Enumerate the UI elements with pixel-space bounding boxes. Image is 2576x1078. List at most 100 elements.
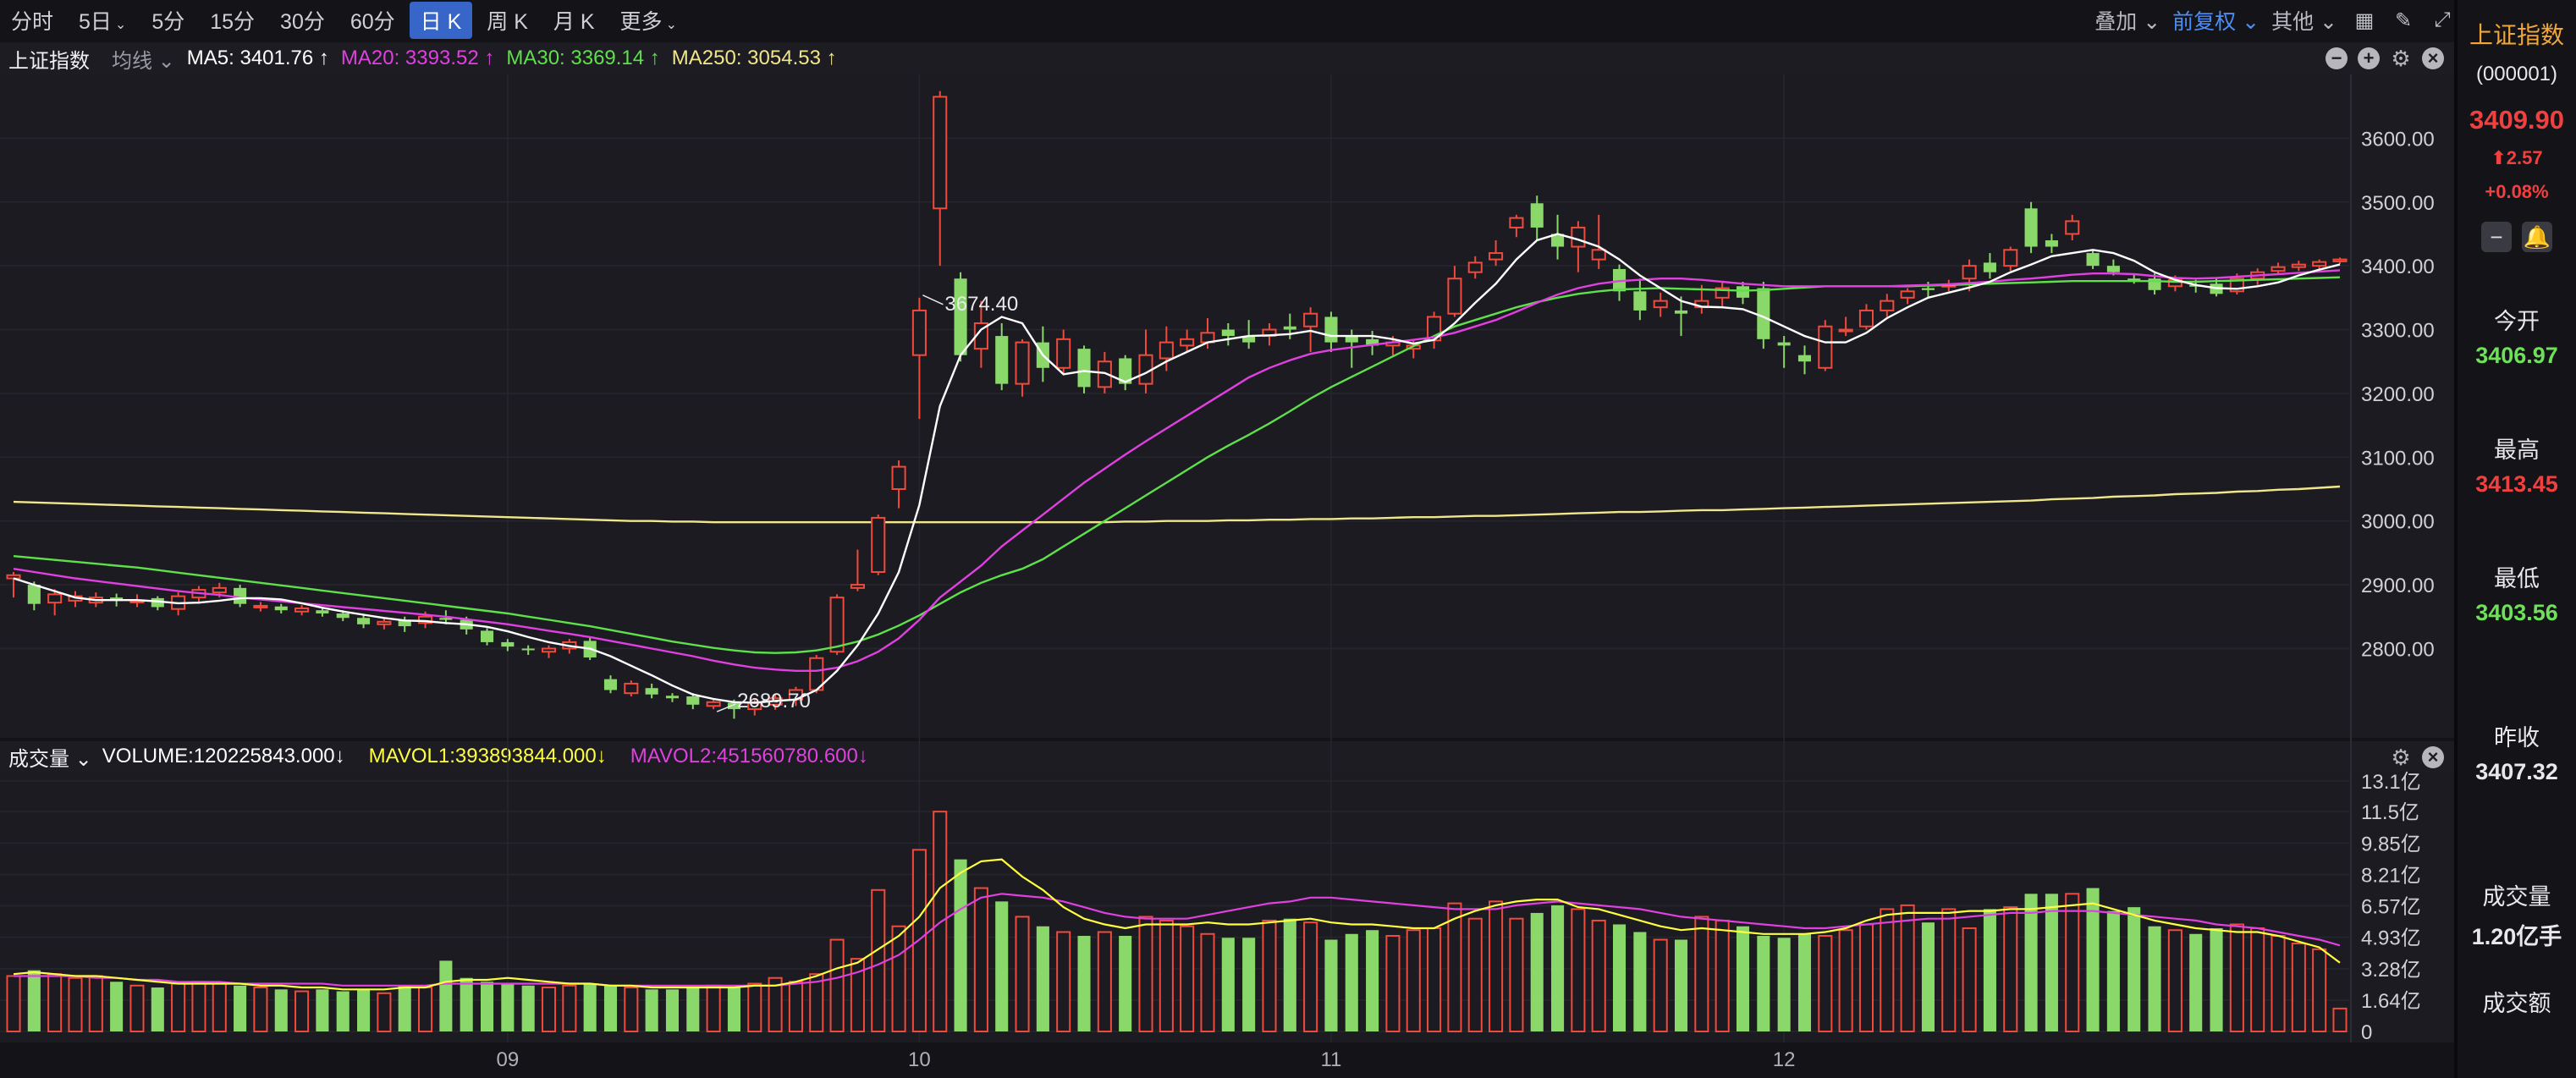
volume-bar: [1983, 909, 1996, 1031]
volume-bar: [1242, 938, 1256, 1031]
volume-bar: [624, 987, 639, 1032]
candle-body: [541, 647, 557, 653]
candle-body: [1571, 226, 1586, 248]
mavol1-value: MAVOL1:393893844.000↓: [368, 745, 607, 767]
candle-body: [603, 679, 618, 690]
sidebar-last-price: 3409.90: [2469, 105, 2565, 135]
volume-bar: [850, 958, 865, 1033]
volume-bar: [1921, 922, 1935, 1031]
candle-body: [1880, 300, 1895, 311]
candle-body: [1777, 342, 1791, 346]
high-label: 最高: [2494, 437, 2540, 463]
ma250-value: MA250: 3054.53 ↑: [671, 47, 837, 69]
tab-daily-k[interactable]: 日 K: [409, 2, 473, 39]
volume-bar: [1715, 919, 1730, 1032]
tab-60min[interactable]: 60分: [350, 10, 395, 34]
candle-body: [911, 309, 927, 356]
ma250-series: [13, 485, 2341, 524]
volume-title-label: 成交量: [8, 747, 69, 771]
volume-bar: [1056, 931, 1071, 1032]
candle-body: [1159, 341, 1174, 360]
tab-monthly-k[interactable]: 月 K: [553, 10, 595, 34]
volume-bar: [2086, 888, 2100, 1031]
volume-bar: [1119, 936, 1132, 1031]
candle-body: [294, 607, 310, 613]
volume-total: 1.20亿手: [2471, 924, 2562, 949]
price-annotations: 3674.40 2689.70: [716, 293, 1018, 712]
candle-body: [357, 618, 371, 624]
kline-chart[interactable]: 2800.00 2900.00 3000.00 3100.00 3200.00 3300.…: [0, 0, 2454, 1078]
open-value: 3406.97: [2475, 343, 2558, 368]
tab-15min[interactable]: 15分: [210, 10, 256, 34]
candle-body: [1633, 291, 1647, 311]
volume-bar: [541, 987, 557, 1032]
fullscreen-icon[interactable]: ⤢: [2434, 8, 2451, 31]
ma250-line: [13, 485, 2341, 524]
candle-body: [2291, 263, 2306, 268]
gear-icon[interactable]: ⚙: [2391, 46, 2411, 71]
volume-bar: [1962, 927, 1977, 1033]
adjust-dropdown[interactable]: 前复权 ⌄: [2172, 5, 2260, 36]
candle-body: [2003, 249, 2018, 267]
volume-bar: [418, 987, 433, 1032]
volume-bar: [1097, 931, 1112, 1032]
close-icon[interactable]: ×: [2422, 746, 2444, 768]
candle-body: [336, 613, 350, 619]
volume-bar: [234, 985, 247, 1031]
tab-weekly-k[interactable]: 周 K: [487, 10, 528, 34]
mavol2-line: [14, 893, 2341, 987]
sidebar-change-pct: +0.08%: [2485, 181, 2549, 202]
volume-bar: [686, 987, 700, 1031]
panel-divider: [2454, 0, 2458, 1078]
volume-title[interactable]: 成交量 ⌄: [8, 742, 92, 772]
volume-bar: [1900, 904, 1915, 1033]
ma5-line: [13, 233, 2341, 704]
high-value: 3413.45: [2475, 471, 2558, 497]
draw-pen-icon[interactable]: ✎: [2394, 8, 2413, 32]
volume-bar: [1385, 935, 1401, 1033]
overlay-dropdown[interactable]: 叠加 ⌄: [2094, 5, 2160, 36]
volume-bar: [1674, 939, 1688, 1031]
volume-bar: [68, 976, 83, 1032]
price-tick-label: 3400.00: [2361, 256, 2435, 278]
tab-5day[interactable]: 5日 ⌄: [68, 2, 137, 39]
volume-bar: [1467, 917, 1483, 1032]
candle-body: [1345, 336, 1358, 343]
minus-icon[interactable]: −: [2326, 47, 2348, 69]
tab-more[interactable]: 更多 ⌄: [609, 2, 688, 39]
plus-icon[interactable]: +: [2358, 47, 2380, 69]
volume-bar: [562, 984, 577, 1033]
candle-body: [1757, 288, 1770, 339]
price-tick-label: 3100.00: [2361, 447, 2435, 470]
open-label: 今开: [2494, 309, 2540, 334]
date-tick-label: 11: [1320, 1048, 1341, 1071]
tab-5min[interactable]: 5分: [151, 10, 185, 34]
remove-watchlist-button[interactable]: −: [2481, 222, 2512, 252]
volume-bar: [727, 987, 741, 1031]
tab-30min[interactable]: 30分: [280, 10, 325, 34]
candle-body: [1119, 358, 1132, 384]
date-tick-label: 10: [908, 1048, 931, 1071]
volume-bar: [1818, 935, 1833, 1033]
other-dropdown[interactable]: 其他 ⌄: [2271, 5, 2337, 36]
volume-bar: [1015, 916, 1030, 1033]
volume-bar: [891, 925, 906, 1033]
volume-bar: [336, 991, 350, 1031]
bell-icon[interactable]: 🔔: [2522, 222, 2552, 252]
close-icon[interactable]: ×: [2422, 47, 2444, 69]
candle-body: [2086, 253, 2100, 267]
price-tick-label: 3200.00: [2361, 383, 2435, 406]
volume-bar: [1551, 905, 1565, 1031]
volume-series: [6, 811, 2348, 1033]
volume-bar: [954, 859, 967, 1031]
chevron-down-icon: ⌄: [2314, 10, 2337, 34]
tab-intraday[interactable]: 分时: [11, 10, 54, 34]
mavol-lines: [13, 858, 2341, 991]
candle-body: [1715, 287, 1730, 299]
candle-body: [1591, 249, 1606, 261]
grid-icon[interactable]: ▦: [2354, 8, 2375, 32]
ma-type-select[interactable]: 均线 ⌄: [112, 44, 175, 74]
volume-bar: [1366, 930, 1379, 1031]
price-tick-label: 3500.00: [2361, 192, 2435, 215]
gear-icon[interactable]: ⚙: [2391, 745, 2411, 770]
